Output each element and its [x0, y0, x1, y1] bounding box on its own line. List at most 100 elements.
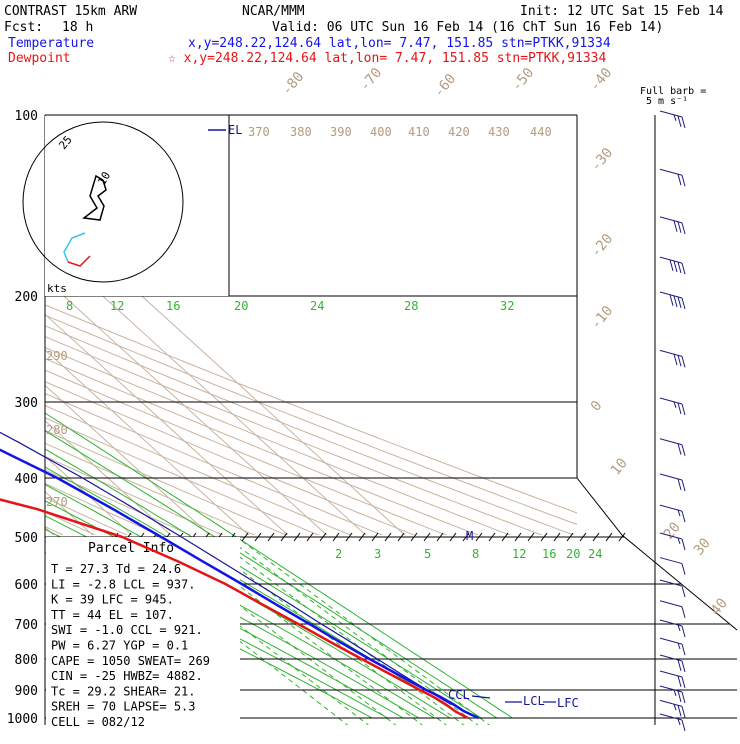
- pressure-label: 100: [15, 109, 38, 124]
- temperature-location: x,y=248.22,124.64 lat,lon= 7.47, 151.85 …: [188, 36, 611, 51]
- hatch-mark: [527, 532, 535, 542]
- hatch-mark: [241, 532, 249, 542]
- wind-barb-flag: [681, 444, 686, 456]
- isotherm-label: -20: [588, 231, 617, 261]
- wind-barb-flag: [681, 643, 686, 656]
- moist-adiabat-label: 24: [310, 299, 324, 313]
- wind-barb-staff: [659, 473, 683, 481]
- wind-barb-staff: [659, 579, 683, 587]
- wind-barb-flag: [681, 356, 686, 368]
- hatch-mark: [436, 532, 444, 542]
- dry-adiabat-line: [45, 347, 512, 535]
- theta-label: 380: [290, 125, 312, 139]
- hatch-mark: [514, 532, 522, 542]
- hatch-mark: [371, 532, 379, 542]
- moist-adiabat-label: 16: [166, 299, 180, 313]
- hodograph-inner-label: 10: [95, 170, 113, 188]
- theta-label: 290: [46, 349, 68, 363]
- pressure-label: 900: [15, 684, 38, 699]
- hatch-mark: [332, 532, 340, 542]
- mixing-ratio-label: 12: [512, 547, 526, 561]
- hatch-mark: [592, 532, 600, 542]
- theta-label: 430: [488, 125, 510, 139]
- isotherm-label: -50: [509, 65, 538, 95]
- parcel-info-row: SWI = -1.0 CCL = 921.: [51, 623, 203, 637]
- hatch-mark: [579, 532, 587, 542]
- wind-barb-flag: [681, 625, 686, 638]
- dry-adiabat-line: [45, 314, 577, 525]
- wind-barb-flag: [681, 538, 686, 551]
- wind-barb-flag: [677, 675, 682, 688]
- hodograph-background: [45, 116, 229, 296]
- isotherm-line: [45, 420, 172, 535]
- wind-barb-flag: [681, 511, 686, 523]
- marker-label-m: M: [466, 529, 473, 543]
- barb-key-line2: 5 m s⁻¹: [646, 96, 688, 107]
- marker-label-lfc: LFC: [557, 696, 579, 710]
- wind-barb-half-flag: [677, 642, 681, 650]
- hatch-mark: [306, 532, 314, 542]
- wind-barbs: [659, 110, 686, 732]
- forecast-label: Fcst:: [4, 20, 43, 35]
- theta-label: 390: [330, 125, 352, 139]
- isotherm-label: 30: [691, 535, 714, 558]
- pressure-label: 600: [15, 578, 38, 593]
- pressure-label: 300: [15, 396, 38, 411]
- isotherm-label: 40: [708, 595, 731, 618]
- wind-barb-staff: [659, 699, 683, 707]
- wind-barb-flag: [681, 479, 686, 492]
- marker-label-lcl: LCL: [523, 694, 545, 708]
- wind-barb-flag: [677, 705, 682, 717]
- hatch-mark: [501, 532, 509, 542]
- mixing-ratio-label: 8: [472, 547, 479, 561]
- pressure-label: 1000: [7, 712, 38, 727]
- theta-label: 370: [248, 125, 270, 139]
- diagram-frame: [576, 115, 738, 631]
- wind-barb-staff: [659, 600, 683, 608]
- isotherm-line: [45, 278, 328, 535]
- hatch-mark: [553, 532, 561, 542]
- wind-barb-flag: [677, 443, 682, 455]
- hatch-mark: [566, 532, 574, 542]
- wind-barb-flag: [681, 222, 686, 235]
- isotherm-label: -70: [357, 65, 386, 95]
- isotherm-label: -80: [279, 69, 308, 99]
- level-markers: EL LCL LFC CCL M: [208, 123, 579, 710]
- parcel-info-row: Tc = 29.2 SHEAR= 21.: [51, 684, 196, 698]
- wind-barb-flag: [677, 174, 682, 186]
- hatch-mark: [293, 532, 301, 542]
- dry-adiabat-line: [45, 304, 577, 514]
- wind-barb-staff: [659, 713, 683, 721]
- pressure-label: 800: [15, 653, 38, 668]
- wind-barb-flag: [677, 261, 682, 274]
- wind-barb-flag: [681, 660, 686, 673]
- hodograph-units: kts: [47, 282, 67, 295]
- wind-barb-flag: [677, 355, 682, 367]
- wind-barb-staff: [659, 349, 683, 357]
- parcel-info-row: PW = 6.27 YGP = 0.1: [51, 639, 188, 653]
- moist-adiabat-label: 12: [110, 299, 124, 313]
- wind-barb-flag: [669, 294, 674, 306]
- wind-barb-staff: [659, 216, 683, 224]
- header: CONTRAST 15km ARW NCAR/MMM Init: 12 UTC …: [4, 4, 724, 66]
- mixing-ratio-label: 3: [374, 547, 381, 561]
- isotherm-line: [45, 242, 367, 535]
- parcel-info-box: Parcel Info T = 27.3 Td = 24.6LI = -2.8 L…: [46, 537, 240, 729]
- hodograph-ring-outer: [22, 121, 184, 283]
- hatch-mark: [345, 532, 353, 542]
- mixing-ratio-line: [225, 536, 488, 725]
- parcel-info-row: TT = 44 EL = 107.: [51, 608, 174, 622]
- wind-barb-staff: [659, 397, 683, 405]
- marker-label-ccl: CCL: [448, 688, 470, 702]
- parcel-info-row: CAPE = 1050 SWEAT= 269: [51, 654, 210, 668]
- wind-barb-flag: [677, 221, 682, 233]
- mixing-ratio-line: [236, 536, 500, 725]
- parcel-trace: [0, 431, 479, 719]
- wind-barb-half-flag: [677, 624, 681, 632]
- hatch-mark: [540, 532, 548, 542]
- moist-adiabat-label: 32: [500, 299, 514, 313]
- pressure-label: 700: [15, 618, 38, 633]
- parcel-info-row: LI = -2.8 LCL = 937.: [51, 577, 196, 591]
- hatch-mark: [605, 532, 613, 542]
- theta-label: 410: [408, 125, 430, 139]
